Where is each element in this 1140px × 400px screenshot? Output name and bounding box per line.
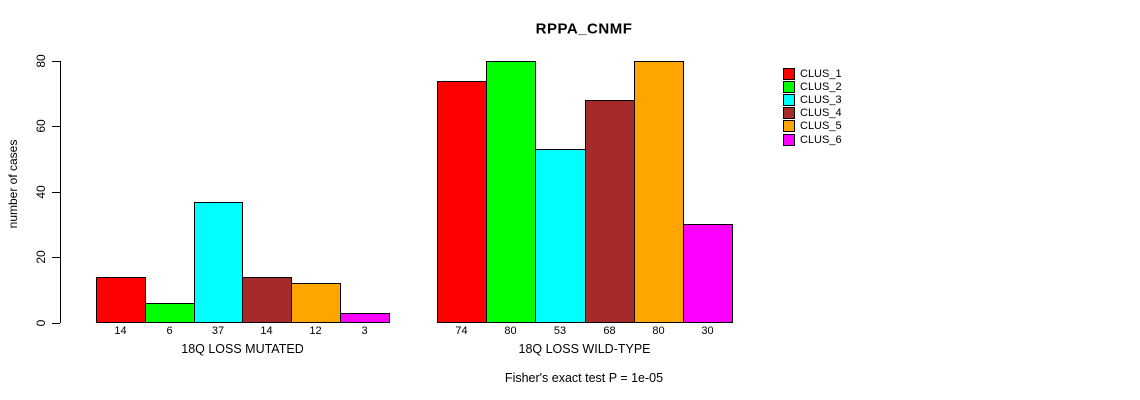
footer-annotation: Fisher's exact test P = 1e-05	[504, 371, 664, 385]
bar-clus-3	[194, 202, 243, 323]
y-tick-label: 60	[34, 119, 48, 133]
bar-value-label: 80	[504, 325, 517, 337]
legend-label: CLUS_2	[800, 81, 842, 93]
bar-clus-5	[634, 61, 684, 323]
y-tick	[52, 126, 60, 127]
legend-swatch-clus-1	[783, 68, 795, 80]
y-axis-label: number of cases	[6, 139, 20, 229]
bar-clus-4	[242, 277, 292, 323]
bar-clus-3	[535, 149, 586, 323]
group-label: 18Q LOSS MUTATED	[181, 342, 304, 356]
bar-clus-4	[585, 100, 635, 323]
bar-clus-2	[145, 303, 195, 323]
bar-clus-2	[486, 61, 536, 323]
y-tick	[52, 192, 60, 193]
bar-clus-5	[291, 283, 341, 323]
legend-label: CLUS_4	[800, 107, 842, 119]
bar-clus-1	[96, 277, 146, 323]
y-tick	[52, 323, 60, 324]
chart-title: RPPA_CNMF	[535, 20, 633, 38]
bar-value-label: 3	[361, 325, 368, 337]
legend-label: CLUS_5	[800, 120, 842, 132]
legend-swatch-clus-4	[783, 107, 795, 119]
bar-value-label: 12	[309, 325, 322, 337]
legend-swatch-clus-5	[783, 120, 795, 132]
bar-value-label: 6	[166, 325, 173, 337]
bar-value-label: 30	[701, 325, 714, 337]
group-label: 18Q LOSS WILD-TYPE	[518, 342, 651, 356]
bar-value-label: 74	[455, 325, 468, 337]
bar-value-label: 14	[114, 325, 127, 337]
y-tick-label: 40	[34, 185, 48, 199]
legend-swatch-clus-6	[783, 134, 795, 146]
y-tick	[52, 257, 60, 258]
y-tick-label: 0	[34, 319, 48, 327]
legend-label: CLUS_3	[800, 94, 842, 106]
bar-value-label: 80	[652, 325, 665, 337]
bar-value-label: 68	[603, 325, 616, 337]
bar-value-label: 53	[553, 325, 567, 337]
legend-swatch-clus-2	[783, 81, 795, 93]
y-axis-line	[60, 61, 61, 323]
y-tick-label: 80	[34, 54, 48, 68]
y-tick	[52, 61, 60, 62]
legend-label: CLUS_1	[800, 68, 842, 80]
bar-value-label: 14	[260, 325, 273, 337]
bar-clus-6	[340, 313, 390, 323]
legend-label: CLUS_6	[800, 134, 842, 146]
bar-value-label: 37	[211, 325, 225, 337]
y-tick-label: 20	[34, 250, 48, 264]
bar-clus-6	[683, 224, 733, 323]
bar-clus-1	[437, 81, 487, 323]
legend-swatch-clus-3	[783, 94, 795, 106]
